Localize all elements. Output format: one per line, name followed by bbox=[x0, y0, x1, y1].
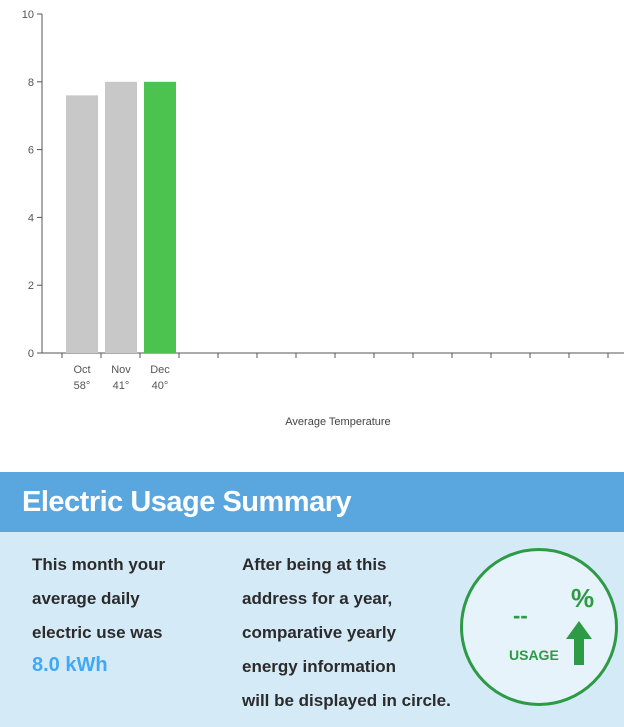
daily-usage-line: This month your bbox=[32, 555, 166, 574]
category-label: Nov bbox=[111, 364, 131, 376]
usage-summary-panel: Electric Usage Summary This month your a… bbox=[0, 472, 624, 727]
summary-header: Electric Usage Summary bbox=[0, 472, 624, 532]
up-arrow-icon bbox=[566, 621, 592, 665]
usage-change-placeholder: -- bbox=[513, 603, 528, 628]
chart-svg: 0 2 4 6 8 10 Oct 58° Nov 41° Dec 40° bbox=[22, 9, 624, 392]
x-axis-title: Average Temperature bbox=[285, 416, 391, 428]
percent-sign: % bbox=[571, 583, 595, 613]
yearly-info-line: energy information bbox=[242, 657, 396, 676]
yearly-info-text: After being at this address for a year, … bbox=[242, 548, 502, 718]
y-tick-label: 2 bbox=[28, 280, 34, 292]
y-tick-label: 6 bbox=[28, 145, 34, 157]
yearly-info-line: comparative yearly bbox=[242, 623, 397, 642]
temperature-label: 40° bbox=[152, 380, 169, 392]
y-tick-label: 8 bbox=[28, 77, 34, 89]
daily-usage-value: 8.0 kWh bbox=[32, 654, 108, 676]
bar bbox=[66, 95, 98, 354]
bar bbox=[144, 81, 176, 354]
bar bbox=[105, 81, 137, 354]
usage-comparison-circle: -- % USAGE bbox=[460, 548, 618, 706]
yearly-info-line: address for a year, bbox=[242, 589, 393, 608]
temperature-label: 41° bbox=[113, 380, 130, 392]
yearly-info-line: After being at this bbox=[242, 555, 387, 574]
yearly-info-line: will be displayed in circle. bbox=[242, 691, 451, 710]
summary-title: Electric Usage Summary bbox=[22, 486, 352, 518]
y-tick-label: 4 bbox=[28, 212, 34, 224]
y-tick-label: 0 bbox=[28, 348, 34, 360]
category-label: Oct bbox=[73, 364, 90, 376]
daily-usage-text: This month your average daily electric u… bbox=[32, 548, 222, 650]
category-label: Dec bbox=[150, 364, 170, 376]
usage-label: USAGE bbox=[509, 647, 559, 663]
y-tick-label: 10 bbox=[22, 9, 34, 21]
usage-bar-chart: 0 2 4 6 8 10 Oct 58° Nov 41° Dec 40° Average Temper… bbox=[22, 9, 624, 428]
temperature-label: 58° bbox=[74, 380, 91, 392]
daily-usage-line: electric use was bbox=[32, 623, 163, 642]
daily-usage-line: average daily bbox=[32, 589, 140, 608]
